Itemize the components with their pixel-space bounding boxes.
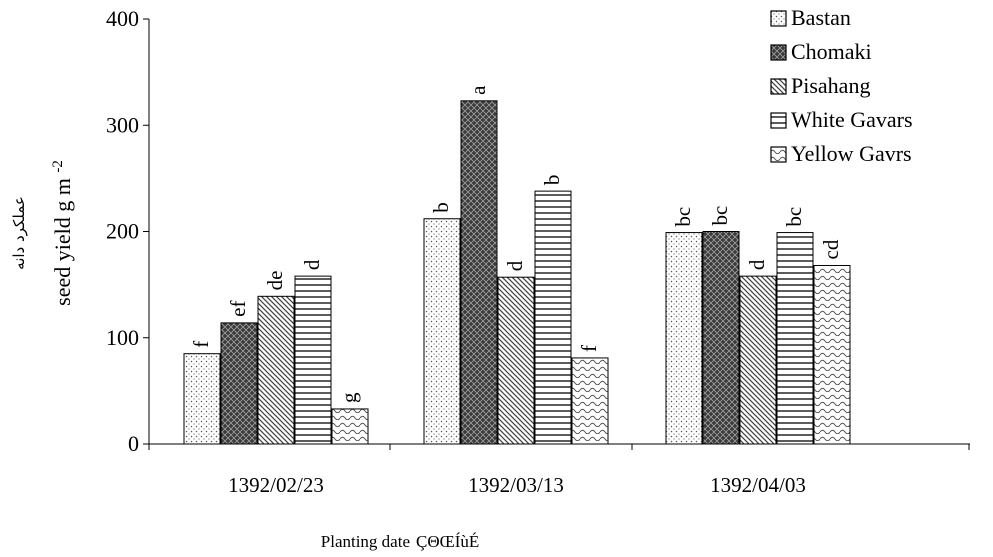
y-axis-title-text: seed yield g m	[50, 178, 75, 306]
significance-label: b	[429, 202, 453, 213]
x-axis-title: Planting date	[321, 532, 410, 551]
significance-label: f	[189, 341, 213, 348]
bar-white-gavars-2	[534, 190, 572, 445]
legend-label: Chomaki	[791, 39, 872, 64]
plot-area: 0 100 200 300 400 f b bc ef a bc de d d d b bc g f cd 1392/0…	[106, 6, 970, 497]
y-axis-title: seed yield g m -2	[50, 160, 75, 306]
legend-swatch	[770, 78, 787, 95]
y-tick-label: 100	[106, 325, 139, 350]
legend-label: Bastan	[791, 5, 851, 30]
significance-label: d	[503, 260, 527, 271]
legend-swatch	[770, 44, 787, 61]
y-axis-title-persian: عملکرد دانه	[10, 196, 28, 270]
significance-label: b	[540, 175, 564, 186]
significance-label: a	[466, 85, 490, 95]
significance-label: ef	[226, 301, 250, 317]
significance-label: d	[300, 259, 324, 270]
significance-label: bc	[671, 207, 695, 227]
significance-label: bc	[708, 206, 732, 226]
bar-yellow-gavrs-3	[813, 265, 851, 445]
bar-bastan-2	[423, 218, 461, 445]
x-category-label: 1392/02/23	[228, 473, 324, 497]
bar-white-gavars-1	[294, 275, 332, 445]
x-category-label: 1392/04/03	[710, 473, 806, 497]
y-tick-label: 200	[106, 219, 139, 244]
significance-label: bc	[782, 207, 806, 227]
legend-swatch	[770, 146, 787, 163]
y-tick-label: 400	[106, 6, 139, 31]
significance-label: cd	[819, 239, 843, 259]
significance-label: de	[263, 270, 287, 290]
legend-label: Pisahang	[791, 73, 870, 98]
y-tick-label: 0	[128, 431, 139, 456]
significance-label: d	[745, 259, 769, 270]
y-tick-label: 300	[106, 112, 139, 137]
bar-chomaki-1	[220, 322, 258, 445]
x-axis-title-garbled: ÇΘŒÍùÉ	[416, 532, 479, 551]
bar-bastan-3	[665, 232, 703, 445]
legend-label: Yellow Gavrs	[791, 141, 912, 166]
bar-yellow-gavrs-2	[571, 357, 609, 445]
bar-bastan-1	[183, 353, 221, 445]
bar-pisahang-2	[497, 276, 535, 445]
bar-chomaki-3	[702, 231, 740, 445]
bar-yellow-gavrs-1	[331, 408, 369, 445]
legend-swatch	[770, 112, 787, 129]
legend-label: White Gavars	[791, 107, 913, 132]
y-axis-title-superscript: -2	[50, 160, 66, 173]
bar-pisahang-1	[257, 295, 295, 445]
y-axis-title-group: عملکرد دانه seed yield g m -2	[10, 160, 75, 306]
significance-label: g	[337, 392, 361, 403]
bar-pisahang-3	[739, 275, 777, 445]
x-axis-title-group: Planting date ÇΘŒÍùÉ	[321, 532, 480, 551]
legend-swatch	[770, 10, 787, 27]
bar-chomaki-2	[460, 100, 498, 445]
x-category-label: 1392/03/13	[468, 473, 564, 497]
legend: Bastan Chomaki Pisahang White Gavars Yellow …	[770, 5, 913, 166]
significance-label: f	[577, 345, 601, 352]
bar-white-gavars-3	[776, 232, 814, 445]
